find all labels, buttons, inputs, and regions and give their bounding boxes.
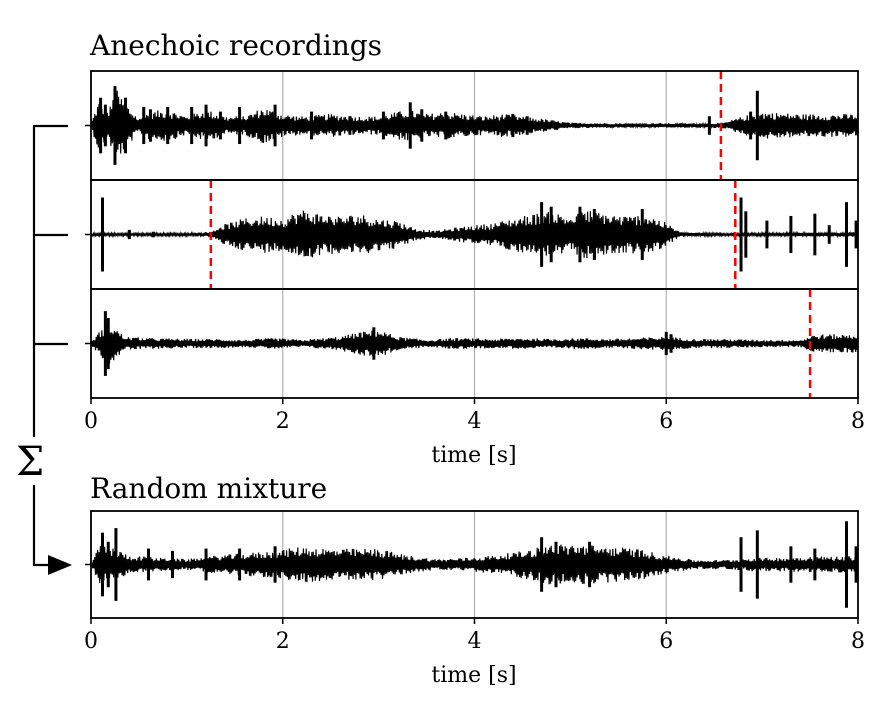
arrow-head-icon (48, 555, 72, 575)
x-tick-label-1-2: 4 (468, 629, 482, 654)
x-tick-label-0-3: 6 (659, 409, 673, 434)
top-title: Anechoic recordings (89, 29, 382, 62)
top-x-axis-label: time [s] (431, 443, 516, 468)
x-tick-label-1-0: 0 (84, 629, 98, 654)
bottom-x-axis-label: time [s] (431, 663, 516, 688)
x-tick-label-1-4: 8 (851, 629, 865, 654)
x-tick-label-1-3: 6 (659, 629, 673, 654)
x-tick-label-0-0: 0 (84, 409, 98, 434)
sum-symbol: Σ (16, 439, 44, 485)
x-tick-label-0-2: 4 (468, 409, 482, 434)
waveform-mixture (91, 544, 859, 585)
bottom-title: Random mixture (90, 472, 327, 505)
waveform-recording-3 (91, 325, 859, 364)
sum-bracket (32, 124, 72, 575)
x-tick-label-0-1: 2 (276, 409, 290, 434)
x-tick-label-0-4: 8 (851, 409, 865, 434)
waveform-recording-2 (91, 210, 859, 258)
x-tick-label-1-1: 2 (276, 629, 290, 654)
